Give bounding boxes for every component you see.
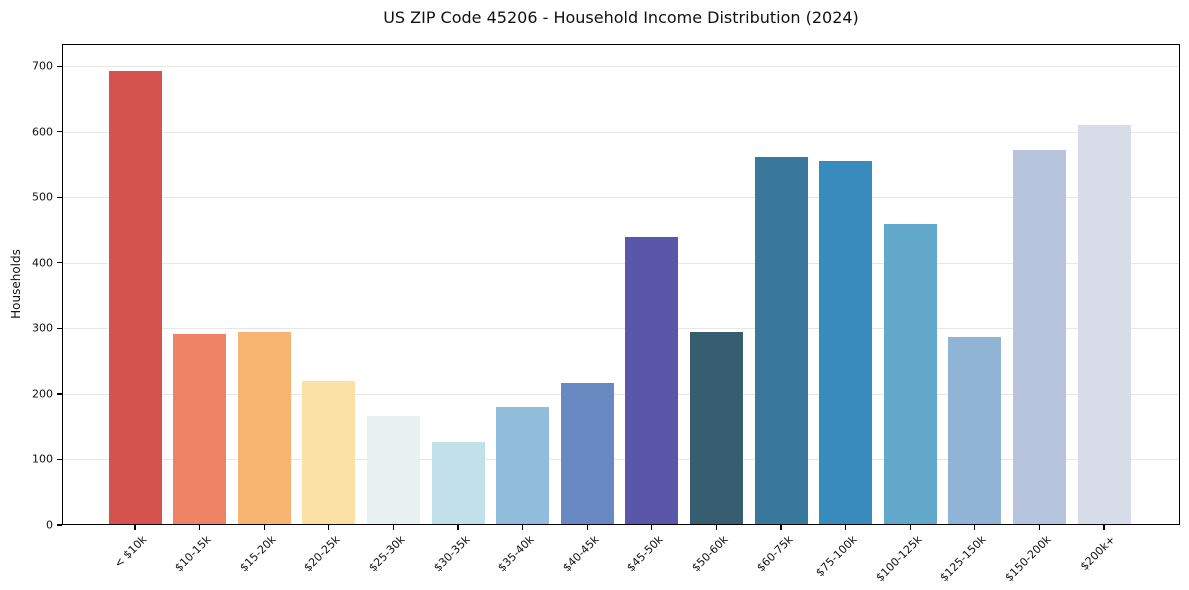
gridline <box>62 131 1180 133</box>
bar-$10-15k <box>173 333 227 525</box>
gridline <box>62 393 1180 395</box>
bar-$60-75k <box>754 156 808 525</box>
y-tick-label: 100 <box>32 452 53 466</box>
x-tick-label-text: $40-45k <box>560 533 602 575</box>
bar-$30-35k <box>431 441 485 525</box>
y-tick-label: 400 <box>32 256 53 270</box>
x-tick-label-text: < $10k <box>111 533 150 571</box>
x-tick-label-text: $50-60k <box>689 533 731 575</box>
gridline <box>62 66 1180 68</box>
y-tick-mark <box>57 65 62 67</box>
y-tick-mark <box>57 458 62 461</box>
bar-$40-45k <box>560 383 614 525</box>
bar-$45-50k <box>625 237 679 525</box>
x-tick-mark <box>909 525 911 530</box>
y-tick-label: 200 <box>32 387 53 401</box>
x-tick-mark <box>715 525 717 530</box>
y-tick-mark <box>57 196 62 198</box>
x-tick-mark <box>1103 525 1105 530</box>
x-tick-label-text: $125-150k <box>937 533 989 585</box>
bar-< $10k <box>108 70 162 525</box>
x-tick-mark <box>1038 525 1040 530</box>
x-tick-label-text: $10-15k <box>172 533 214 575</box>
x-tick-label-text: $15-20k <box>237 533 279 575</box>
bar-$125-150k <box>948 336 1002 525</box>
x-tick-mark <box>457 525 459 530</box>
y-tick-label: 0 <box>46 518 53 532</box>
gridline <box>62 328 1180 330</box>
x-tick-mark <box>780 525 782 530</box>
bar-$15-20k <box>237 331 291 525</box>
gridline <box>62 197 1180 199</box>
x-tick-label-text: $20-25k <box>301 533 343 575</box>
y-tick-label: 600 <box>32 125 53 139</box>
y-tick-label: 500 <box>32 190 53 204</box>
y-tick-mark <box>57 393 62 395</box>
gridline <box>62 262 1180 264</box>
bar-$25-30k <box>366 416 420 525</box>
x-tick-mark <box>263 525 265 530</box>
x-tick-label-text: $200k+ <box>1078 533 1119 574</box>
y-tick-mark <box>57 524 62 526</box>
y-tick-mark <box>57 262 62 264</box>
bar-$100-125k <box>883 223 937 525</box>
y-tick-label: 700 <box>32 59 53 73</box>
bar-$20-25k <box>302 380 356 525</box>
x-tick-label-text: $150-200k <box>1002 533 1054 585</box>
x-tick-mark <box>586 525 588 530</box>
bar-$75-100k <box>819 160 873 525</box>
x-tick-mark <box>522 525 524 530</box>
x-tick-label-text: $45-50k <box>624 533 666 575</box>
x-tick-mark <box>328 525 330 530</box>
plot-area <box>62 44 1180 525</box>
x-tick-label-text: $60-75k <box>753 533 796 575</box>
x-tick-mark <box>199 525 201 530</box>
x-tick-mark <box>845 525 847 530</box>
x-tick-mark <box>974 525 976 530</box>
x-tick-mark <box>134 525 136 530</box>
x-tick-label-text: $75-100k <box>813 533 860 580</box>
bar-$200k+ <box>1077 125 1131 525</box>
y-tick-mark <box>57 131 62 133</box>
x-tick-label-text: $100-125k <box>873 533 925 585</box>
chart-title: US ZIP Code 45206 - Household Income Dis… <box>383 8 859 27</box>
x-tick-label-text: $25-30k <box>366 533 408 575</box>
y-tick-mark <box>57 327 62 329</box>
y-tick-label: 300 <box>32 321 53 335</box>
bar-$50-60k <box>689 332 743 525</box>
x-tick-mark <box>392 525 394 530</box>
bar-$150-200k <box>1012 149 1066 525</box>
x-tick-label-text: $35-40k <box>495 533 537 575</box>
x-tick-label-text: $30-35k <box>430 533 473 575</box>
gridline <box>62 459 1180 461</box>
x-tick-mark <box>651 525 653 530</box>
bar-$35-40k <box>496 407 550 525</box>
